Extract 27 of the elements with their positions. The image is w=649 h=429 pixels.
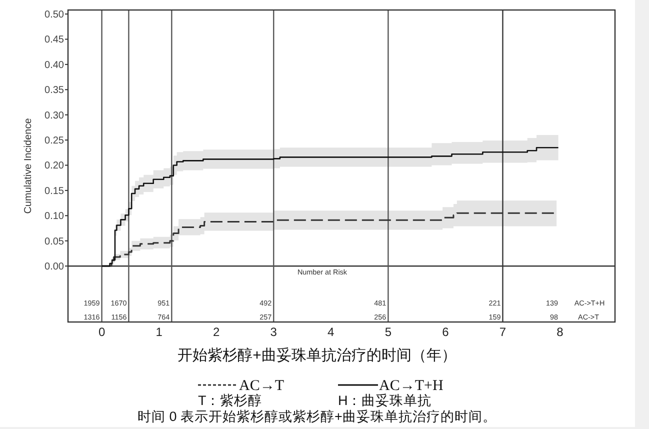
x-tick-label: 8 <box>556 325 564 339</box>
y-tick-label: 0.35 <box>44 85 64 96</box>
y-tick-label: 0.25 <box>44 136 64 147</box>
y-tick-label: 0.10 <box>44 211 64 222</box>
y-axis-title: Cumulative Incidence <box>23 118 34 214</box>
y-tick-label: 0.20 <box>44 160 64 172</box>
y-tick-label: 0.00 <box>44 262 64 273</box>
text: 时间 0 表示开始紫杉醇或紫杉醇+曲妥珠单抗治疗的时间。 <box>138 409 496 424</box>
legend-label: AC→T+H <box>379 378 444 394</box>
x-tick-label: 0 <box>98 325 106 339</box>
x-axis-title: 开始紫杉醇+曲妥珠单抗治疗的时间（年） <box>178 347 456 364</box>
x-tick-label: 4 <box>328 325 335 339</box>
y-tick-label: 0.15 <box>44 186 64 197</box>
y-tick-label: 0.40 <box>44 60 64 71</box>
y-tick-label: 0.30 <box>44 110 64 122</box>
x-tick-label: 5 <box>384 325 392 339</box>
x-tick-label: 1 <box>156 325 163 339</box>
text: T：紫杉醇 <box>198 393 262 408</box>
x-tick-label: 3 <box>270 325 278 339</box>
y-tick-label: 0.05 <box>44 236 64 248</box>
y-tick-label: 0.45 <box>44 34 64 46</box>
x-tick-label: 2 <box>213 325 220 339</box>
legend-label: AC→T <box>239 378 284 394</box>
text: H：曲妥珠单抗 <box>338 393 432 408</box>
x-tick-label: 7 <box>499 325 506 339</box>
x-tick-label: 6 <box>442 325 450 339</box>
y-tick-label: 0.50 <box>44 10 64 21</box>
